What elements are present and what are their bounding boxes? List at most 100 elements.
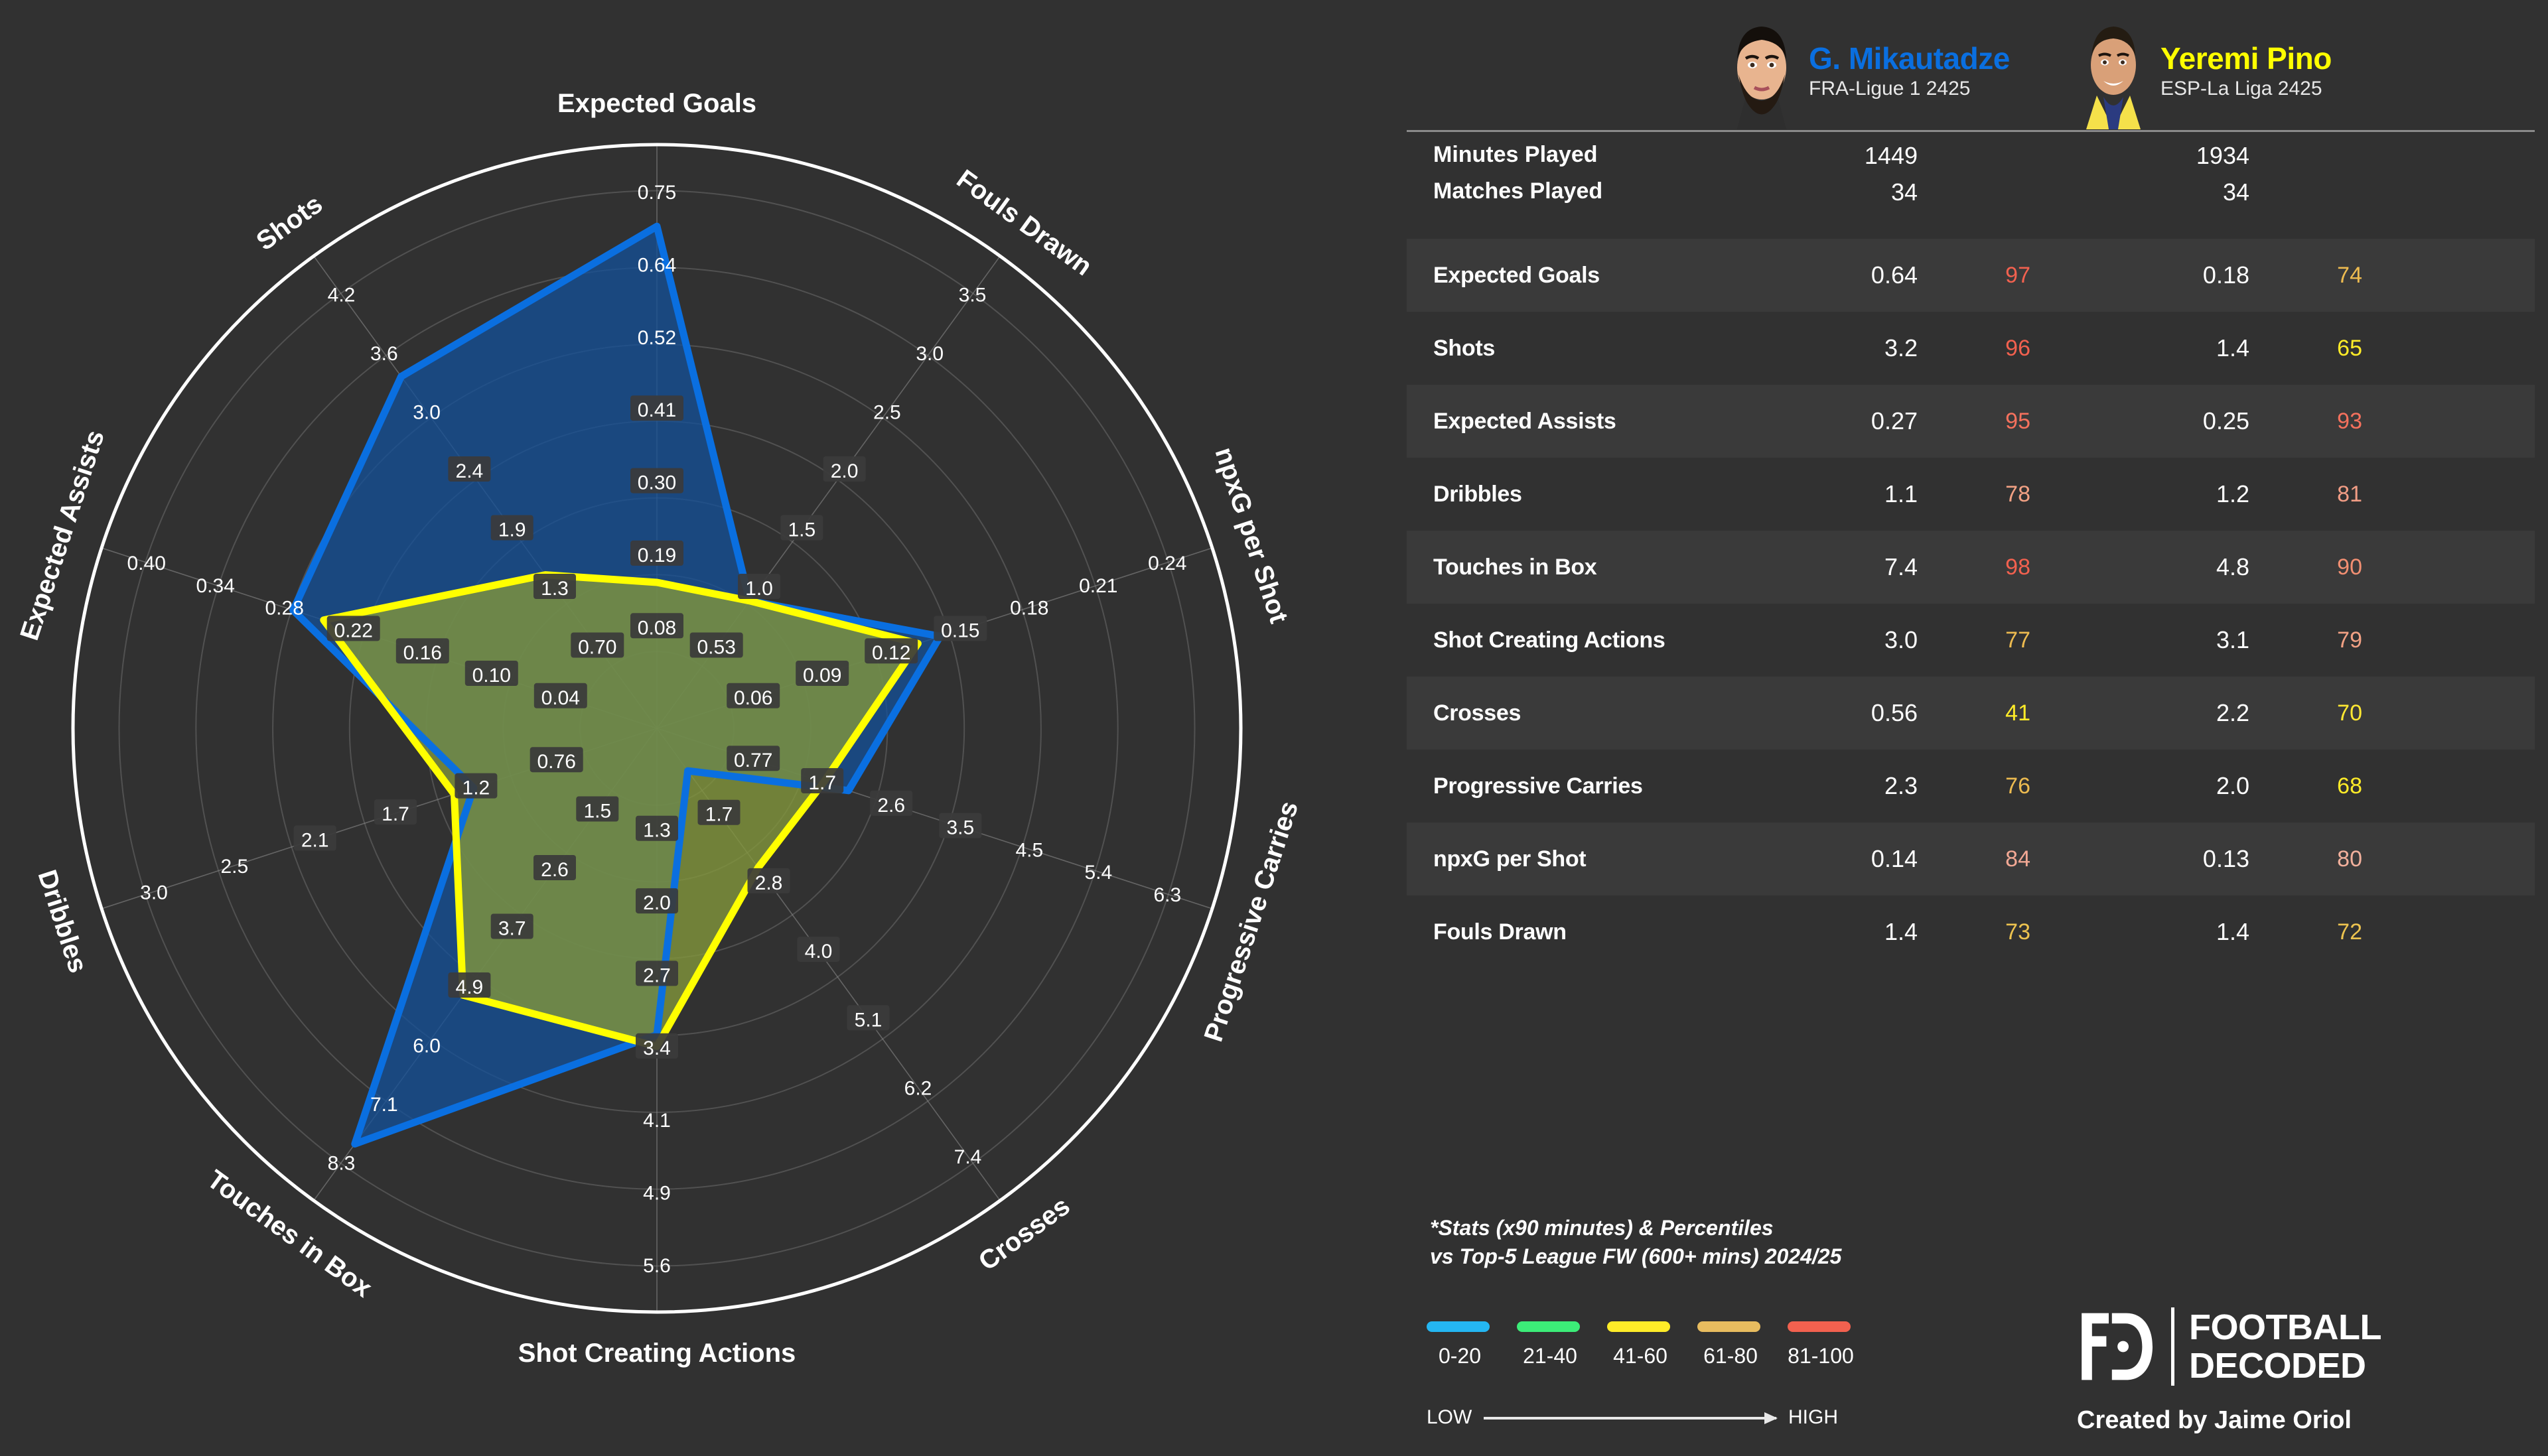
brand-logo: FOOTBALL DECODED — [2077, 1307, 2381, 1386]
svg-text:0.21: 0.21 — [1079, 575, 1117, 597]
table-row[interactable]: Touches in Box 7.4 98 4.8 90 — [1407, 531, 2535, 604]
svg-text:0.12: 0.12 — [872, 642, 910, 664]
player-1-percentile: 76 — [2005, 773, 2030, 799]
svg-text:5.4: 5.4 — [1084, 862, 1112, 884]
legend-label: 61-80 — [1703, 1344, 1758, 1368]
radar-chart-panel: 0.08 0.19 0.30 0.41 0.52 0.64 0.75 0.53 1.0 1.5 2.… — [15, 89, 1304, 1368]
low-label: LOW — [1427, 1406, 1472, 1428]
legend-item: 21-40 — [1517, 1321, 1583, 1368]
table-row[interactable]: Crosses 0.56 41 2.2 70 — [1407, 677, 2535, 750]
metric-label: Expected Assists — [1433, 408, 1616, 434]
player-1-name: G. Mikautadze — [1809, 41, 2010, 76]
player-2-percentile: 70 — [2337, 700, 2362, 726]
svg-text:0.10: 0.10 — [472, 665, 511, 687]
svg-text:2.4: 2.4 — [456, 460, 484, 482]
svg-text:5.6: 5.6 — [643, 1255, 671, 1277]
svg-text:2.5: 2.5 — [220, 856, 248, 878]
player-1-value: 2.3 — [1884, 772, 1918, 799]
legend-item: 81-100 — [1788, 1321, 1854, 1368]
players-header: G. Mikautadze FRA-Ligue 1 2425 — [1407, 8, 2535, 131]
brand-divider — [2171, 1307, 2174, 1386]
legend-swatch — [1607, 1321, 1670, 1332]
player-2-percentile: 72 — [2337, 919, 2362, 945]
svg-text:0.64: 0.64 — [638, 255, 676, 277]
table-row[interactable]: Expected Assists 0.27 95 0.25 93 — [1407, 385, 2535, 458]
svg-text:2.7: 2.7 — [643, 964, 671, 986]
legend-label: 21-40 — [1523, 1344, 1577, 1368]
table-row[interactable]: Shot Creating Actions 3.0 77 3.1 79 — [1407, 604, 2535, 677]
metric-label: Touches in Box — [1433, 554, 1597, 580]
player-2-value: 0.13 — [2202, 845, 2249, 872]
svg-text:3.0: 3.0 — [916, 343, 944, 365]
svg-text:4.5: 4.5 — [1015, 839, 1043, 861]
table-row[interactable]: Dribbles 1.1 78 1.2 81 — [1407, 458, 2535, 531]
svg-text:0.19: 0.19 — [638, 545, 676, 566]
player-2-percentile: 80 — [2337, 846, 2362, 872]
player-1-value: 0.56 — [1871, 699, 1918, 726]
metric-label: Dribbles — [1433, 481, 1522, 507]
svg-text:0.34: 0.34 — [196, 575, 235, 597]
legend-item: 41-60 — [1607, 1321, 1673, 1368]
svg-text:0.53: 0.53 — [697, 637, 736, 659]
svg-text:4.1: 4.1 — [643, 1110, 671, 1132]
player-2-value: 1.4 — [2216, 918, 2249, 945]
svg-text:1.9: 1.9 — [498, 519, 526, 541]
player-card-2[interactable]: Yeremi Pino ESP-La Liga 2425 — [2077, 13, 2332, 129]
player-1-percentile: 41 — [2005, 700, 2030, 726]
legend-label: 81-100 — [1788, 1344, 1854, 1368]
player-card-1[interactable]: G. Mikautadze FRA-Ligue 1 2425 — [1725, 13, 2010, 129]
table-row[interactable]: Shots 3.2 96 1.4 65 — [1407, 312, 2535, 385]
player-1-value: 1.4 — [1884, 918, 1918, 945]
player-2-text: Yeremi Pino ESP-La Liga 2425 — [2160, 42, 2332, 99]
svg-text:0.41: 0.41 — [638, 399, 676, 421]
player-2-value: 0.25 — [2202, 407, 2249, 434]
player-2-percentile: 68 — [2337, 773, 2362, 799]
player-1-value: 3.2 — [1884, 334, 1918, 362]
player-2-value: 0.18 — [2202, 261, 2249, 289]
svg-text:5.1: 5.1 — [855, 1009, 883, 1031]
svg-text:0.24: 0.24 — [1148, 553, 1186, 574]
player-1-percentile: 98 — [2005, 554, 2030, 580]
player-2-value: 1.4 — [2216, 334, 2249, 362]
table-row[interactable]: npxG per Shot 0.14 84 0.13 80 — [1407, 823, 2535, 895]
player-1-value: 3.0 — [1884, 626, 1918, 653]
svg-text:0.75: 0.75 — [638, 182, 676, 204]
legend-swatch — [1517, 1321, 1580, 1332]
low-high-scale: LOW HIGH — [1427, 1406, 1838, 1429]
legend-label: 41-60 — [1613, 1344, 1667, 1368]
player-2-name: Yeremi Pino — [2160, 41, 2332, 76]
brand-line-1: FOOTBALL — [2189, 1307, 2381, 1347]
svg-text:Expected Assists: Expected Assists — [15, 427, 110, 643]
percentile-legend: 0-20 21-40 41-60 61-80 81-100 — [1427, 1321, 1854, 1368]
player-2-percentile: 81 — [2337, 481, 2362, 507]
radar-chart-svg: 0.08 0.19 0.30 0.41 0.52 0.64 0.75 0.53 1.0 1.5 2.… — [15, 89, 1304, 1368]
svg-text:0.15: 0.15 — [941, 620, 979, 641]
player-1-percentile: 84 — [2005, 846, 2030, 872]
player-1-percentile: 95 — [2005, 408, 2030, 434]
svg-text:Touches in Box: Touches in Box — [202, 1165, 377, 1303]
minutes-played-p2: 1934 — [2196, 142, 2249, 169]
header-divider — [1407, 130, 2535, 132]
metric-label: Shots — [1433, 335, 1495, 361]
legend-swatch — [1788, 1321, 1851, 1332]
legend-swatch — [1427, 1321, 1490, 1332]
metric-label: Expected Goals — [1433, 262, 1600, 288]
table-row[interactable]: Fouls Drawn 1.4 73 1.4 72 — [1407, 895, 2535, 968]
svg-text:1.7: 1.7 — [808, 772, 836, 794]
player-1-text: G. Mikautadze FRA-Ligue 1 2425 — [1809, 42, 2010, 99]
svg-text:8.3: 8.3 — [328, 1152, 356, 1174]
player-2-value: 1.2 — [2216, 480, 2249, 507]
table-row[interactable]: Progressive Carries 2.3 76 2.0 68 — [1407, 750, 2535, 823]
svg-text:6.0: 6.0 — [413, 1035, 441, 1057]
svg-text:3.7: 3.7 — [498, 918, 526, 940]
player-1-value: 0.64 — [1871, 261, 1918, 289]
matches-played-label: Matches Played — [1433, 178, 1603, 204]
svg-text:0.52: 0.52 — [638, 327, 676, 349]
svg-text:1.7: 1.7 — [705, 804, 733, 826]
svg-text:2.1: 2.1 — [301, 829, 329, 851]
svg-text:3.4: 3.4 — [643, 1037, 671, 1059]
footnote-line-1: *Stats (x90 minutes) & Percentiles — [1430, 1216, 1774, 1240]
svg-text:Crosses: Crosses — [973, 1191, 1076, 1276]
table-row[interactable]: Expected Goals 0.64 97 0.18 74 — [1407, 239, 2535, 312]
